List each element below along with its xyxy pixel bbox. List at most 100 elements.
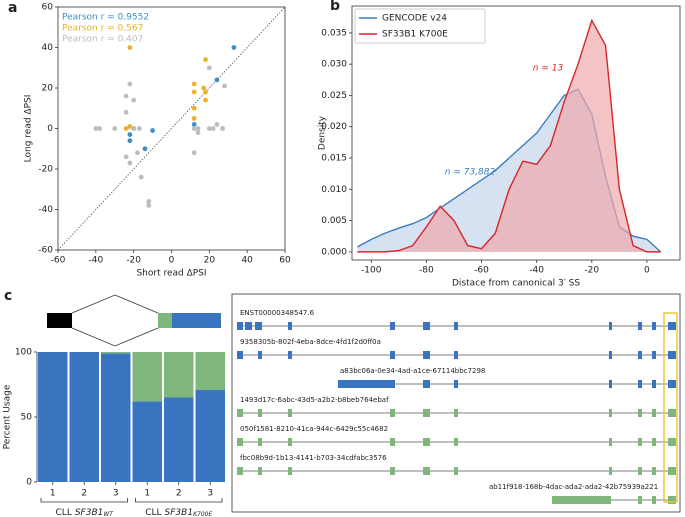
x-tick-label: 3: [113, 489, 119, 499]
group-bracket: [40, 498, 128, 503]
x-tick-label: -20: [584, 266, 599, 276]
exon: [638, 380, 642, 388]
point: [206, 126, 212, 131]
exon: [668, 438, 676, 446]
x-tick-label: 20: [204, 256, 216, 266]
x-tick-label: 0: [644, 266, 650, 276]
y-tick-label: 0.015: [321, 154, 347, 164]
exon: [668, 380, 676, 388]
group-label: CLL SF3B1K700E: [145, 508, 212, 517]
exon: [390, 351, 395, 359]
exon: [609, 351, 612, 359]
group-allele: K700E: [193, 511, 212, 517]
exon: [423, 322, 430, 330]
x-tick-label: -60: [474, 266, 489, 276]
exon: [609, 438, 612, 446]
y-tick-label: 20: [42, 84, 54, 94]
exon: [652, 322, 656, 330]
transcript-label: 9358305b-802f-4eba-8dce-4fd1f2d0ff0a: [240, 338, 381, 346]
exon-blue: [172, 313, 221, 328]
annotation: n = 13: [533, 64, 564, 74]
identity-line: [57, 6, 286, 251]
point: [214, 122, 220, 127]
point: [195, 126, 201, 131]
bar-segment: [101, 352, 131, 354]
point: [201, 85, 207, 91]
y-tick-label: 40: [42, 43, 54, 53]
exon: [237, 467, 243, 475]
point: [203, 97, 208, 103]
y-tick-label: 0: [47, 124, 53, 134]
exon: [423, 438, 430, 446]
exon: [454, 322, 458, 330]
bar-segment: [132, 401, 162, 482]
x-tick-label: 0: [169, 256, 175, 266]
legend-label: SF33B1 K700E: [382, 30, 448, 40]
exon: [652, 409, 656, 417]
legend-label: Pearson r = 0.407: [62, 35, 143, 45]
exon: [638, 467, 642, 475]
exon: [454, 351, 458, 359]
panel-label: b: [330, 0, 340, 14]
y-tick-label: 0.035: [321, 28, 347, 38]
x-tick-label: 60: [279, 256, 291, 266]
group-name: CLL: [145, 508, 161, 517]
y-tick-label: 0.030: [321, 60, 347, 70]
point: [127, 160, 133, 166]
point: [131, 97, 137, 103]
y-tick-label: -40: [38, 205, 53, 215]
exon: [652, 496, 656, 504]
transcript-label: a83bc06a-0e34-4ad-a1ce-67114bbc7298: [340, 367, 485, 375]
exon: [638, 409, 642, 417]
exon-green: [158, 313, 172, 328]
point: [191, 122, 197, 127]
exon: [237, 409, 243, 417]
exon: [638, 351, 642, 359]
transcript-label: 1493d17c-6abc-43d5-a2b2-b8beb764ebaf: [240, 396, 389, 404]
x-tick-label: 2: [176, 489, 182, 499]
legend-frame: [354, 8, 486, 44]
exon: [638, 496, 642, 504]
point: [123, 154, 129, 160]
exon: [258, 351, 262, 359]
exon: [237, 438, 243, 446]
density-area: [357, 20, 661, 252]
x-tick-label: 1: [144, 489, 150, 499]
bar-segment: [164, 397, 194, 482]
transcript-label: 050f1581-8210-41ca-944c-6429c55c4682: [240, 425, 388, 433]
group-allele: WT: [103, 511, 114, 517]
group-bracket: [135, 498, 223, 503]
point: [191, 105, 197, 111]
exon: [638, 438, 642, 446]
exon: [454, 409, 458, 417]
point: [203, 57, 208, 63]
exon: [652, 467, 656, 475]
exon: [423, 351, 430, 359]
x-axis-label: Distace from canonical 3′ SS: [452, 279, 580, 289]
point: [214, 77, 220, 83]
exon: [552, 496, 611, 504]
point: [191, 81, 197, 87]
point: [195, 130, 201, 135]
x-tick-label: -60: [51, 256, 66, 266]
point: [127, 132, 133, 137]
x-tick-label: 3: [207, 489, 213, 499]
y-tick-label: 50: [21, 413, 33, 423]
legend-label: Pearson r = 0.567: [62, 24, 143, 34]
point: [112, 126, 118, 131]
y-tick-label: -60: [38, 246, 53, 256]
y-tick-label: 100: [15, 348, 32, 358]
bar-segment: [69, 352, 99, 482]
x-axis-label: Short read ΔPSI: [136, 269, 206, 279]
exon: [237, 322, 243, 330]
point: [191, 89, 197, 95]
bar-segment: [195, 352, 225, 390]
exon: [288, 467, 292, 475]
point: [93, 126, 99, 131]
exon: [390, 438, 395, 446]
transcript-box: [231, 293, 681, 513]
point: [123, 126, 129, 131]
y-tick-label: 60: [42, 3, 54, 13]
point: [210, 126, 216, 131]
y-tick-label: 0.005: [321, 216, 347, 226]
